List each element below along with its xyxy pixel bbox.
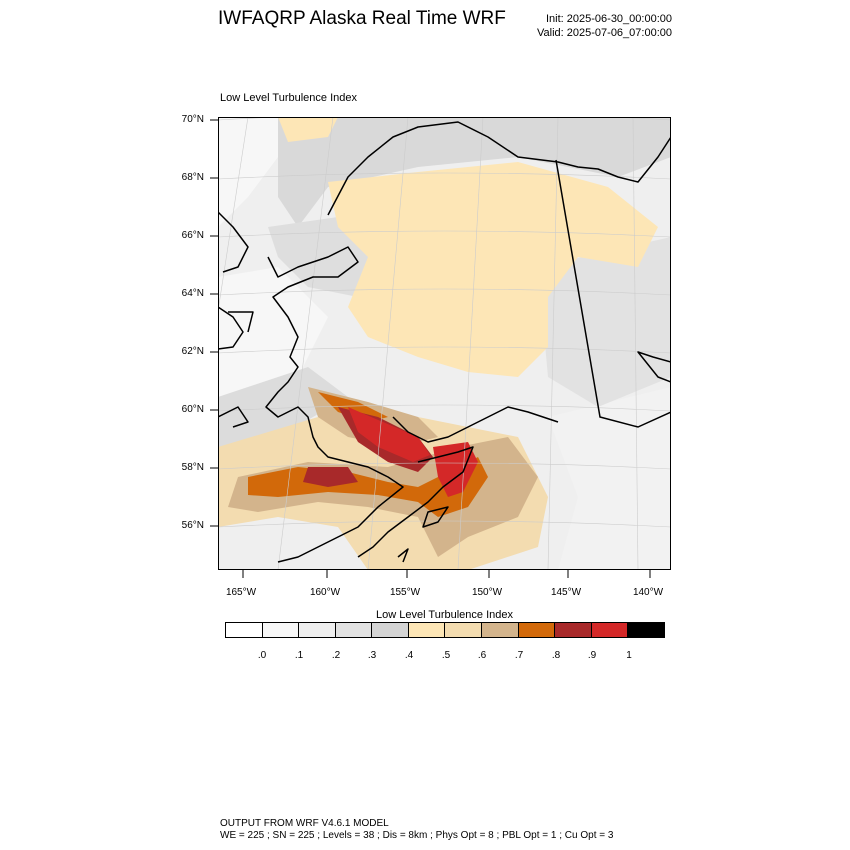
graticule — [218, 117, 671, 570]
colorbar-title: Low Level Turbulence Index — [376, 609, 513, 621]
map-panel: 70°N 68°N 66°N 64°N 62°N 60°N 58°N 56°N … — [182, 114, 671, 598]
lon-label-165w: 165°W — [225, 587, 257, 598]
turbulence-map — [218, 117, 671, 570]
lat-label-68: 68°N — [181, 172, 204, 183]
colorbar-cell-1 — [262, 623, 300, 637]
colorbar-label-0: .0 — [257, 650, 267, 661]
colorbar-label-5: .5 — [441, 650, 451, 661]
map-frame — [218, 117, 671, 570]
lat-label-60: 60°N — [181, 404, 204, 415]
colorbar-label-10: 1 — [626, 650, 632, 661]
lon-label-160w: 160°W — [309, 587, 341, 598]
lon-label-150w: 150°W — [471, 587, 503, 598]
canada-border — [555, 159, 671, 428]
field-band-09-south — [303, 467, 358, 487]
axis-ticks — [210, 119, 651, 578]
lon-label-145w: 145°W — [550, 587, 582, 598]
footer-line-1: OUTPUT FROM WRF V4.6.1 MODEL — [220, 818, 389, 829]
colorbar-cell-5 — [408, 623, 446, 637]
colorbar-cell-9 — [555, 623, 592, 637]
field-tan-interior — [328, 162, 658, 377]
colorbar-cell-11 — [628, 623, 664, 637]
lat-label-56: 56°N — [181, 520, 204, 531]
field-band-08-north — [318, 392, 388, 422]
lat-label-62: 62°N — [181, 346, 204, 357]
lon-label-155w: 155°W — [389, 587, 421, 598]
field-grey-sw — [218, 367, 348, 447]
field-band-10 — [348, 407, 430, 462]
colorbar-cell-2 — [299, 623, 336, 637]
colorbar-label-4: .4 — [404, 650, 414, 661]
colorbar-cell-8 — [518, 623, 556, 637]
init-time: Init: 2025-06-30_00:00:00 — [546, 13, 672, 25]
lat-label-64: 64°N — [181, 288, 204, 299]
field-grey-north — [278, 117, 671, 227]
init-valid-times: Init: 2025-06-30_00:00:00 Valid: 2025-07… — [537, 12, 672, 40]
lon-label-140w: 140°W — [632, 587, 664, 598]
lat-label-70: 70°N — [181, 114, 204, 125]
valid-time: Valid: 2025-07-06_07:00:00 — [537, 27, 672, 39]
field-tan-north — [278, 117, 338, 142]
lat-label-66: 66°N — [181, 230, 204, 241]
lat-label-58: 58°N — [181, 462, 204, 473]
footer-line-2: WE = 225 ; SN = 225 ; Levels = 38 ; Dis … — [220, 830, 614, 841]
main-title: IWFAQRP Alaska Real Time WRF — [218, 8, 506, 29]
colorbar-cell-7 — [482, 623, 519, 637]
plot-title: Low Level Turbulence Index — [220, 92, 357, 104]
colorbar-cell-4 — [372, 623, 409, 637]
field-light-west — [218, 267, 328, 397]
field-light-se — [548, 387, 671, 570]
colorbar-label-3: .3 — [367, 650, 377, 661]
coastlines — [218, 121, 671, 563]
colorbar-label-8: .8 — [551, 650, 561, 661]
colorbar-cell-3 — [335, 623, 373, 637]
colorbar-label-6: .6 — [477, 650, 487, 661]
colorbar-label-7: .7 — [514, 650, 524, 661]
colorbar — [225, 622, 665, 638]
colorbar-label-9: .9 — [587, 650, 597, 661]
colorbar-label-2: .2 — [331, 650, 341, 661]
model-footer: OUTPUT FROM WRF V4.6.1 MODEL WE = 225 ; … — [220, 818, 613, 842]
colorbar-cell-6 — [445, 623, 483, 637]
colorbar-label-1: .1 — [294, 650, 304, 661]
field-grey-east — [538, 237, 671, 407]
colorbar-cell-0 — [226, 623, 263, 637]
colorbar-cell-10 — [591, 623, 629, 637]
